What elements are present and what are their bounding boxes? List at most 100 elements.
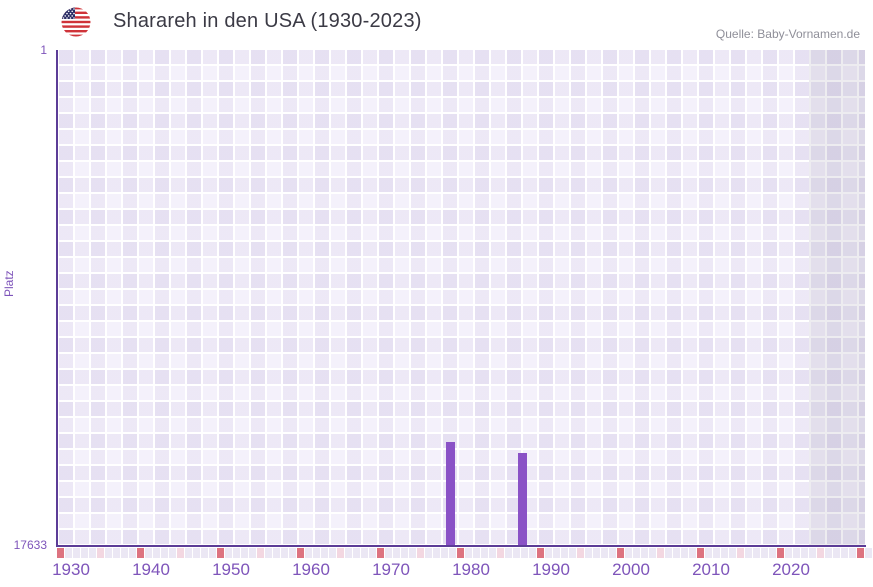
- year-marker-1995: [577, 548, 584, 558]
- year-marker-1939: [129, 548, 136, 558]
- year-marker-2019: [769, 548, 776, 558]
- year-marker-1988: [521, 548, 528, 558]
- year-marker-2031: [865, 548, 872, 558]
- year-marker-1981: [465, 548, 472, 558]
- year-marker-1960: [297, 548, 304, 558]
- x-tick-1930: 1930: [52, 560, 90, 579]
- year-marker-1945: [177, 548, 184, 558]
- year-marker-1987: [513, 548, 520, 558]
- source-text: Quelle: Baby-Vornamen.de: [715, 27, 860, 41]
- y-axis-line: [56, 50, 58, 546]
- future-years-band: [809, 50, 865, 546]
- year-marker-2028: [841, 548, 848, 558]
- year-marker-1940: [137, 548, 144, 558]
- x-axis-line: [56, 545, 866, 547]
- year-marker-1970: [377, 548, 384, 558]
- year-marker-1964: [329, 548, 336, 558]
- year-marker-1976: [425, 548, 432, 558]
- year-marker-2011: [705, 548, 712, 558]
- year-marker-1932: [73, 548, 80, 558]
- year-marker-2004: [649, 548, 656, 558]
- year-marker-1966: [345, 548, 352, 558]
- year-marker-2000: [617, 548, 624, 558]
- year-marker-1936: [105, 548, 112, 558]
- year-marker-1959: [289, 548, 296, 558]
- year-marker-1930: [57, 548, 64, 558]
- year-marker-1942: [153, 548, 160, 558]
- page-title: Sharareh in den USA (1930-2023): [113, 10, 422, 32]
- year-marker-1989: [529, 548, 536, 558]
- year-marker-1972: [393, 548, 400, 558]
- year-marker-2021: [785, 548, 792, 558]
- year-marker-1935: [97, 548, 104, 558]
- year-marker-1985: [497, 548, 504, 558]
- year-marker-2018: [761, 548, 768, 558]
- x-tick-1980: 1980: [452, 560, 490, 579]
- tick-marker-strip: [57, 548, 872, 558]
- year-marker-1948: [201, 548, 208, 558]
- year-marker-1980: [457, 548, 464, 558]
- year-marker-1933: [81, 548, 88, 558]
- x-axis-ticks: 1930 1940 1950 1960 1970 1980 1990 2000 2010 2020: [52, 558, 867, 582]
- year-marker-2006: [665, 548, 672, 558]
- x-tick-1990: 1990: [532, 560, 570, 579]
- year-marker-2014: [729, 548, 736, 558]
- year-marker-2029: [849, 548, 856, 558]
- year-marker-1984: [489, 548, 496, 558]
- year-marker-2009: [689, 548, 696, 558]
- year-marker-1994: [569, 548, 576, 558]
- year-marker-1996: [585, 548, 592, 558]
- year-marker-2012: [713, 548, 720, 558]
- year-marker-2005: [657, 548, 664, 558]
- year-marker-1943: [161, 548, 168, 558]
- year-marker-2024: [809, 548, 816, 558]
- x-tick-2020: 2020: [772, 560, 810, 579]
- year-marker-1957: [273, 548, 280, 558]
- year-marker-1982: [473, 548, 480, 558]
- year-marker-2001: [625, 548, 632, 558]
- year-marker-1955: [257, 548, 264, 558]
- year-marker-1975: [417, 548, 424, 558]
- plot-area: [57, 50, 865, 546]
- year-marker-1949: [209, 548, 216, 558]
- year-marker-2017: [753, 548, 760, 558]
- year-marker-1986: [505, 548, 512, 558]
- year-marker-1954: [249, 548, 256, 558]
- year-marker-1950: [217, 548, 224, 558]
- year-marker-1946: [185, 548, 192, 558]
- year-marker-2027: [833, 548, 840, 558]
- year-marker-1962: [313, 548, 320, 558]
- x-tick-1970: 1970: [372, 560, 410, 579]
- year-marker-1983: [481, 548, 488, 558]
- x-tick-2000: 2000: [612, 560, 650, 579]
- x-tick-1960: 1960: [292, 560, 330, 579]
- x-tick-1950: 1950: [212, 560, 250, 579]
- year-marker-2015: [737, 548, 744, 558]
- us-flag-icon: [61, 7, 91, 37]
- year-marker-1979: [449, 548, 456, 558]
- year-marker-1971: [385, 548, 392, 558]
- year-marker-2013: [721, 548, 728, 558]
- rank-bar-1978[interactable]: [446, 442, 455, 546]
- year-marker-1990: [537, 548, 544, 558]
- year-marker-1952: [233, 548, 240, 558]
- y-tick-top: 1: [40, 43, 47, 57]
- year-marker-1953: [241, 548, 248, 558]
- year-marker-1992: [553, 548, 560, 558]
- year-marker-1999: [609, 548, 616, 558]
- year-marker-2003: [641, 548, 648, 558]
- year-marker-2020: [777, 548, 784, 558]
- year-marker-1947: [193, 548, 200, 558]
- year-marker-1977: [433, 548, 440, 558]
- year-marker-1969: [369, 548, 376, 558]
- year-marker-1973: [401, 548, 408, 558]
- rank-bar-1987[interactable]: [518, 453, 527, 546]
- year-marker-1934: [89, 548, 96, 558]
- year-marker-2002: [633, 548, 640, 558]
- year-marker-1956: [265, 548, 272, 558]
- year-marker-1967: [353, 548, 360, 558]
- year-marker-1963: [321, 548, 328, 558]
- year-marker-1941: [145, 548, 152, 558]
- year-marker-2016: [745, 548, 752, 558]
